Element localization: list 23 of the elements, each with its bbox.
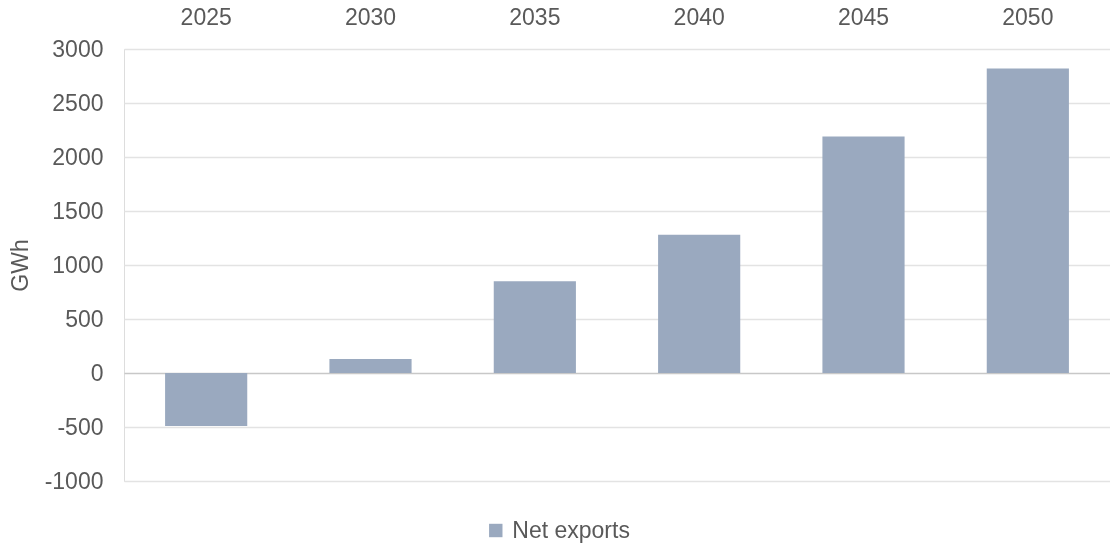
bar (165, 373, 248, 426)
x-tick-label: 2025 (180, 3, 232, 30)
x-tick-label: 2045 (837, 3, 890, 30)
y-tick-label: -500 (57, 413, 104, 440)
y-tick-label: 3000 (52, 35, 104, 62)
y-tick-label: 2000 (52, 143, 104, 170)
y-tick-label: 0 (90, 359, 104, 386)
y-tick-label: 500 (65, 305, 104, 332)
bar (329, 358, 412, 373)
y-tick-label: 1000 (52, 251, 104, 278)
bar (822, 136, 905, 373)
y-tick-label: -1000 (44, 467, 104, 494)
y-axis-title: GWh (6, 239, 33, 292)
x-tick-label: 2040 (673, 3, 725, 30)
x-tick-label: 2030 (344, 3, 397, 30)
y-tick-label: 1500 (52, 197, 104, 224)
x-tick-label: 2050 (1002, 3, 1054, 30)
bar (658, 234, 741, 373)
x-tick-label: 2035 (509, 3, 561, 30)
bar (493, 281, 576, 373)
bar (986, 68, 1069, 373)
legend-label: Net exports (512, 516, 630, 543)
y-tick-label: 2500 (52, 89, 104, 116)
